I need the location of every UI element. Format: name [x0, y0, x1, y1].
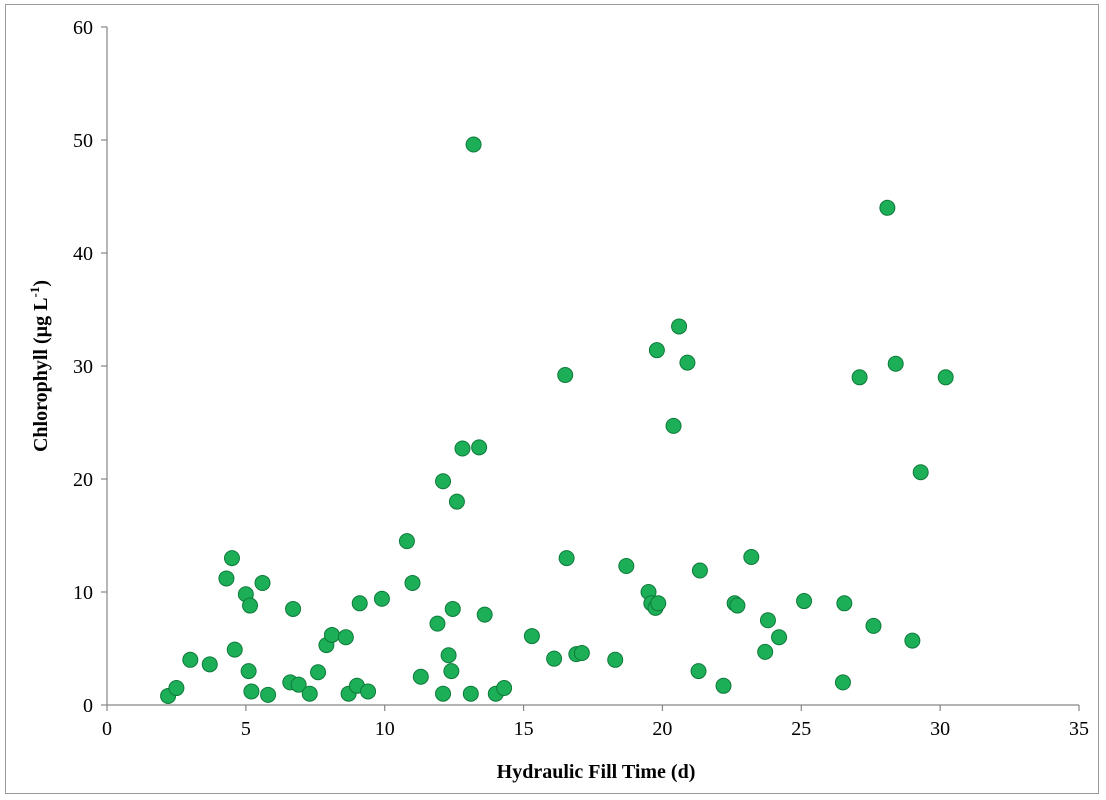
- data-point: [260, 686, 277, 703]
- data-point: [301, 685, 318, 702]
- y-tick-label: 60: [73, 17, 93, 39]
- data-point: [435, 685, 452, 702]
- y-axis-title-main: Chlorophyll (µg L: [30, 297, 52, 452]
- data-point: [546, 650, 563, 667]
- data-point: [168, 680, 185, 697]
- data-point: [398, 533, 415, 550]
- data-point: [290, 676, 307, 693]
- data-point: [429, 615, 446, 632]
- plot-area: 0 5 10 15 20 25 30 35 0 10 20 30 40 50 60: [73, 17, 1089, 740]
- data-point: [904, 632, 921, 649]
- x-tick-label: 5: [241, 718, 251, 740]
- data-point: [218, 570, 235, 587]
- data-point: [679, 354, 696, 371]
- data-point: [223, 550, 240, 567]
- y-tick-label: 0: [83, 695, 93, 717]
- x-tick-label: 0: [102, 718, 112, 740]
- y-tick-label: 10: [73, 582, 93, 604]
- data-point: [690, 663, 707, 680]
- data-point: [471, 439, 488, 456]
- data-point: [771, 629, 788, 646]
- data-point: [912, 464, 929, 481]
- data-point: [226, 641, 243, 658]
- data-point: [648, 342, 665, 359]
- y-tick-label: 30: [73, 356, 93, 378]
- data-point: [743, 548, 760, 565]
- y-tick-label: 50: [73, 130, 93, 152]
- data-point: [865, 617, 882, 634]
- data-point: [879, 199, 896, 216]
- data-point: [182, 651, 199, 668]
- y-tick-label: 20: [73, 469, 93, 491]
- x-tick-label: 25: [791, 718, 811, 740]
- data-point: [310, 664, 327, 681]
- data-point: [796, 593, 813, 610]
- data-point: [573, 645, 590, 662]
- data-point: [440, 647, 457, 664]
- x-tick-label: 35: [1069, 718, 1089, 740]
- x-tick-label: 20: [652, 718, 672, 740]
- data-point: [360, 683, 377, 700]
- data-point: [523, 628, 540, 645]
- data-point: [836, 595, 853, 612]
- data-point: [454, 440, 471, 457]
- data-point: [650, 595, 667, 612]
- data-point: [465, 136, 482, 153]
- data-point: [462, 685, 479, 702]
- data-point: [665, 417, 682, 434]
- data-point: [412, 668, 429, 685]
- data-point: [715, 677, 732, 694]
- data-point: [937, 369, 954, 386]
- data-point: [242, 597, 259, 614]
- data-point: [201, 656, 218, 673]
- x-axis-title: Hydraulic Fill Time (d): [497, 761, 696, 783]
- data-point: [834, 674, 851, 691]
- data-point: [759, 612, 776, 629]
- data-point: [851, 369, 868, 386]
- data-point: [240, 663, 257, 680]
- data-point: [691, 562, 708, 579]
- data-point: [285, 600, 302, 617]
- data-point: [729, 597, 746, 614]
- x-tick-label: 10: [375, 718, 395, 740]
- data-point: [618, 558, 635, 575]
- data-point: [404, 574, 421, 591]
- data-point: [476, 606, 493, 623]
- data-point: [443, 663, 460, 680]
- data-point: [887, 355, 904, 372]
- data-point: [254, 574, 271, 591]
- y-axis-title-superscript: -1: [27, 287, 42, 298]
- data-point: [323, 626, 340, 643]
- data-point: [496, 680, 513, 697]
- data-point: [243, 683, 260, 700]
- data-point: [373, 590, 390, 607]
- data-point: [337, 629, 354, 646]
- data-point: [757, 643, 774, 660]
- x-tick-label: 30: [930, 718, 950, 740]
- data-point: [448, 493, 465, 510]
- y-tick-label: 40: [73, 243, 93, 265]
- y-axis-title-close: ): [30, 280, 52, 287]
- data-point: [671, 318, 688, 335]
- y-axis-title: Chlorophyll (µg L-1): [27, 280, 52, 452]
- data-point: [557, 367, 574, 384]
- data-point: [435, 473, 452, 490]
- data-point: [444, 600, 461, 617]
- data-points: [160, 136, 954, 704]
- x-ticks: 0 5 10 15 20 25 30 35: [102, 705, 1089, 740]
- data-point: [558, 550, 575, 567]
- data-point: [351, 595, 368, 612]
- x-tick-label: 15: [514, 718, 534, 740]
- data-point: [607, 651, 624, 668]
- y-ticks: 0 10 20 30 40 50 60: [73, 17, 107, 717]
